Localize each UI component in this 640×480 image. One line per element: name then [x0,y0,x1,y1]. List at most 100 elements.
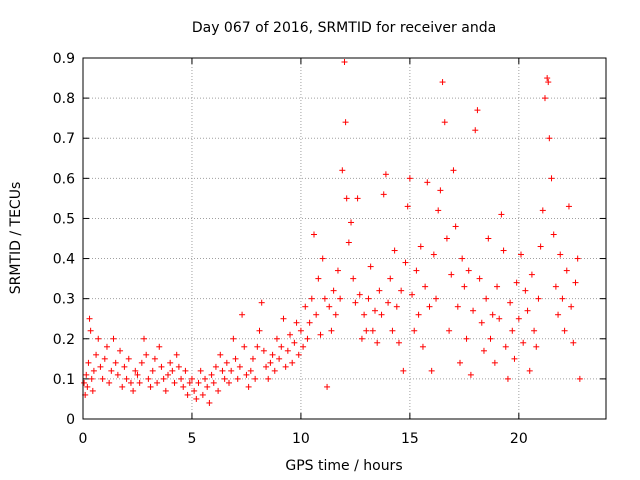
data-point [402,259,409,266]
data-point [326,303,333,310]
data-point [417,243,424,250]
data-point [563,267,570,274]
data-point [472,127,479,134]
data-point [117,347,124,354]
data-point [202,375,209,382]
data-point [450,167,457,174]
data-point [293,319,300,326]
data-point [452,223,459,230]
data-point [212,363,219,370]
data-point [199,391,206,398]
data-point [145,375,152,382]
data-point [367,263,374,270]
data-point [419,343,426,350]
data-point [147,383,154,390]
data-point [95,335,102,342]
data-point [241,343,248,350]
data-point [164,371,171,378]
data-point [441,119,448,126]
data-point [193,395,200,402]
data-point [522,287,529,294]
data-point [254,343,261,350]
data-point [89,387,96,394]
data-point [430,251,437,258]
data-point [191,387,198,394]
data-point [206,399,213,406]
data-point [561,327,568,334]
data-point [226,379,233,386]
data-point [160,375,167,382]
data-point [317,331,324,338]
data-point [136,379,143,386]
data-point [387,275,394,282]
data-point [132,367,139,374]
data-point [112,359,119,366]
data-point [324,383,331,390]
data-point [334,267,341,274]
data-point [239,311,246,318]
data-point [223,359,230,366]
data-point [500,247,507,254]
data-point [114,371,121,378]
data-point [539,207,546,214]
data-point [178,375,185,382]
data-point [300,343,307,350]
data-point [426,303,433,310]
data-point [361,311,368,318]
data-point [369,327,376,334]
data-point [365,295,372,302]
data-point [358,335,365,342]
data-point [175,363,182,370]
data-point [308,295,315,302]
data-point [330,287,337,294]
data-point [243,371,250,378]
data-point [337,295,344,302]
data-point [313,311,320,318]
data-point [186,379,193,386]
data-point [496,315,503,322]
data-point [494,283,501,290]
data-point [411,327,418,334]
data-point [572,279,579,286]
data-point [502,343,509,350]
data-point [559,295,566,302]
data-point [343,195,350,202]
data-point [295,351,302,358]
data-point [247,367,254,374]
data-point [404,203,411,210]
data-points [81,59,583,406]
data-point [555,311,562,318]
data-point [545,79,552,86]
data-point [184,391,191,398]
data-point [537,243,544,250]
data-point [515,315,522,322]
data-point [99,375,106,382]
data-point [90,367,97,374]
data-point [393,303,400,310]
data-point [245,383,252,390]
data-point [228,367,235,374]
data-point [158,363,165,370]
data-point [319,255,326,262]
data-point [252,375,259,382]
data-point [276,355,283,362]
data-point [263,363,270,370]
data-point [93,351,100,358]
data-point [85,359,92,366]
data-point [509,327,516,334]
data-point [448,271,455,278]
data-point [342,119,349,126]
data-point [169,367,176,374]
data-point [535,295,542,302]
x-tick-label: 5 [187,431,196,447]
data-point [173,351,180,358]
data-point [456,359,463,366]
data-point [413,267,420,274]
plot-frame [82,57,607,420]
data-point [297,327,304,334]
data-point [570,339,577,346]
data-point [188,375,195,382]
data-point [363,327,370,334]
data-point [533,343,540,350]
